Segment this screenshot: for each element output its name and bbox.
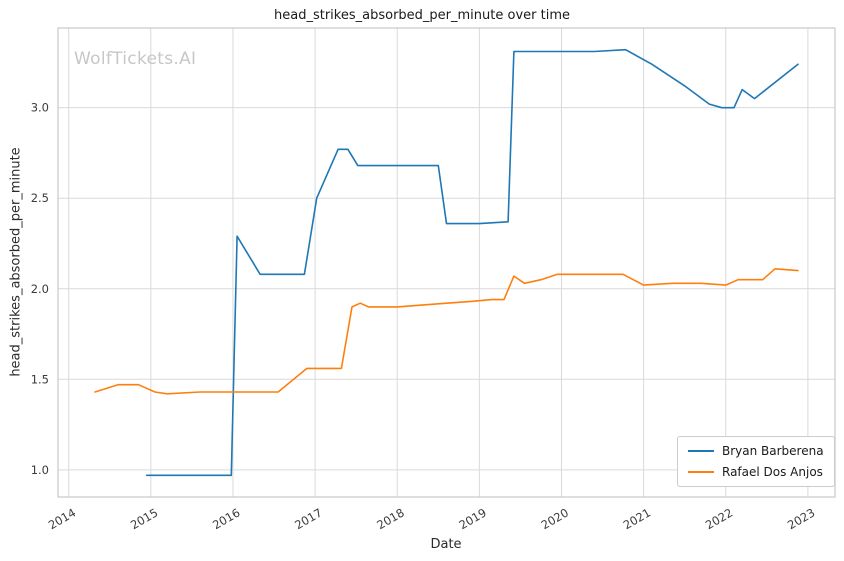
x-axis-label: Date	[430, 537, 462, 552]
x-tick-label: 2014	[46, 505, 78, 532]
x-tick-label: 2019	[456, 505, 488, 532]
series-line-1	[94, 267, 799, 395]
x-tick-label: 2015	[128, 505, 160, 532]
plot-border	[57, 27, 836, 498]
legend-label: Rafael Dos Anjos	[722, 465, 823, 479]
y-tick-label: 2.0	[31, 282, 49, 296]
series-line-0	[145, 48, 799, 477]
x-tick-label: 2020	[539, 505, 571, 532]
y-tick-label: 1.5	[31, 372, 49, 386]
x-tick-label: 2022	[703, 505, 735, 532]
y-tick-label: 3.0	[31, 101, 49, 115]
x-tick-label: 2016	[210, 505, 242, 532]
legend-line-sample-bryan	[688, 450, 714, 452]
x-tick-label: 2018	[374, 505, 406, 532]
y-tick-label: 1.0	[31, 463, 49, 477]
y-tick-label: 2.5	[31, 191, 49, 205]
watermark: WolfTickets.AI	[74, 49, 197, 69]
legend-item-rafael: Rafael Dos Anjos	[688, 465, 824, 479]
legend-item-bryan: Bryan Barberena	[688, 444, 824, 458]
y-axis-label: head_strikes_absorbed_per_minute	[8, 147, 24, 377]
legend-label: Bryan Barberena	[722, 444, 824, 458]
legend-line-sample-rafael	[688, 471, 714, 473]
x-tick-label: 2021	[621, 505, 653, 532]
chart-title: head_strikes_absorbed_per_minute over ti…	[274, 8, 570, 23]
x-tick-label: 2017	[292, 505, 324, 532]
x-tick-label: 2023	[785, 505, 817, 532]
legend: Bryan Barberena Rafael Dos Anjos	[677, 436, 835, 487]
